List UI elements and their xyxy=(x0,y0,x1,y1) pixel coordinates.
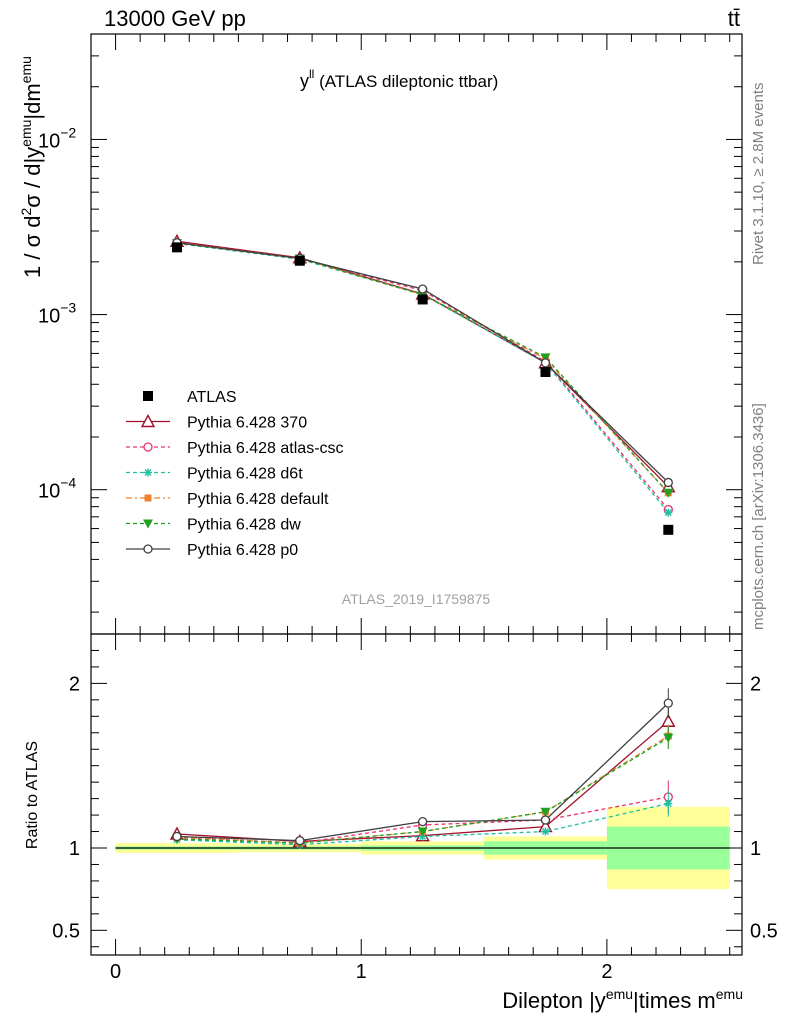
ratio-point-4 xyxy=(663,733,674,743)
legend-marker xyxy=(143,519,153,529)
series-point-2 xyxy=(664,508,673,517)
header-process-label: tt̄ xyxy=(728,6,740,31)
x-tick-label: 0 xyxy=(110,961,121,983)
y-tick-label: 10−2 xyxy=(38,124,76,152)
ratio-y-tick-label-right: 1 xyxy=(750,838,761,860)
series-point-5 xyxy=(540,358,551,368)
series-point-5 xyxy=(663,477,673,488)
legend-label: Pythia 6.428 370 xyxy=(187,415,307,432)
legend-label: ATLAS xyxy=(187,389,237,406)
x-tick-label: 2 xyxy=(601,961,612,983)
ratio-point-4 xyxy=(417,827,428,837)
x-tick-label: 1 xyxy=(356,961,367,983)
data-point xyxy=(171,242,182,253)
legend-marker xyxy=(143,544,153,554)
ratio-point-5 xyxy=(540,815,551,825)
data-point xyxy=(417,294,428,305)
ratio-y-tick-label-right: 2 xyxy=(750,673,761,695)
series-point-5 xyxy=(417,284,428,294)
legend-marker xyxy=(144,494,152,502)
legend-label: Pythia 6.428 p0 xyxy=(187,542,298,559)
ratio-point-5 xyxy=(663,698,673,708)
legend-marker xyxy=(140,414,156,428)
data-point xyxy=(294,255,305,266)
legend: ATLAS Pythia 6.428 370 Pythia 6.428 atlas-… xyxy=(126,389,344,559)
analysis-watermark: ATLAS_2019_I1759875 xyxy=(342,591,491,607)
main-y-axis-label: 1 / σ d2σ / d|yemu|dmemu xyxy=(18,56,45,278)
data-point xyxy=(663,524,674,535)
legend-label: Pythia 6.428 d6t xyxy=(187,466,303,483)
ratio-point-2 xyxy=(664,799,673,808)
series-point-4 xyxy=(663,488,674,498)
ratio-point-4 xyxy=(540,807,551,817)
main-panel: 10−4 10−3 10−2 xyxy=(38,33,743,635)
ratio-point-5 xyxy=(172,831,182,842)
ratio-y-tick-label: 0.5 xyxy=(52,920,80,942)
header-collision-label: 13000 GeV pp xyxy=(104,6,246,31)
legend-label: Pythia 6.428 dw xyxy=(187,517,301,534)
series-line-1 xyxy=(176,241,669,511)
series-line-2 xyxy=(176,242,669,514)
ratio-y-tick-label-right: 0.5 xyxy=(750,920,778,942)
ratio-y-axis-label: Ratio to ATLAS xyxy=(24,741,41,849)
legend-marker xyxy=(144,468,152,477)
legend-label: Pythia 6.428 default xyxy=(187,491,329,508)
series-point-4 xyxy=(540,353,551,363)
rivet-version-label: Rivet 3.1.10, ≥ 2.8M events xyxy=(750,83,767,266)
ratio-y-tick-label: 2 xyxy=(69,673,80,695)
ratio-plot-frame xyxy=(90,633,743,956)
y-tick-label: 10−3 xyxy=(38,300,76,328)
ratio-y-tick-label: 1 xyxy=(69,838,80,860)
ratio-point-5 xyxy=(295,835,305,846)
mcplots-label: mcplots.cern.ch [arXiv:1306.3436] xyxy=(750,403,767,630)
ratio-point-2 xyxy=(541,827,550,836)
ratio-panel: 0.5 0.5 1 1 2 2 0 1 2 xyxy=(52,633,778,983)
legend-marker xyxy=(143,391,153,401)
y-tick-label: 10−4 xyxy=(38,475,76,503)
ratio-point-5 xyxy=(417,817,428,827)
main-plot-title: yll (ATLAS dileptonic ttbar) xyxy=(300,67,498,91)
data-point xyxy=(540,366,551,377)
x-axis-label: Dilepton |yemu|times memu xyxy=(502,986,743,1013)
legend-marker xyxy=(143,442,153,452)
legend-label: Pythia 6.428 atlas-csc xyxy=(187,440,344,457)
